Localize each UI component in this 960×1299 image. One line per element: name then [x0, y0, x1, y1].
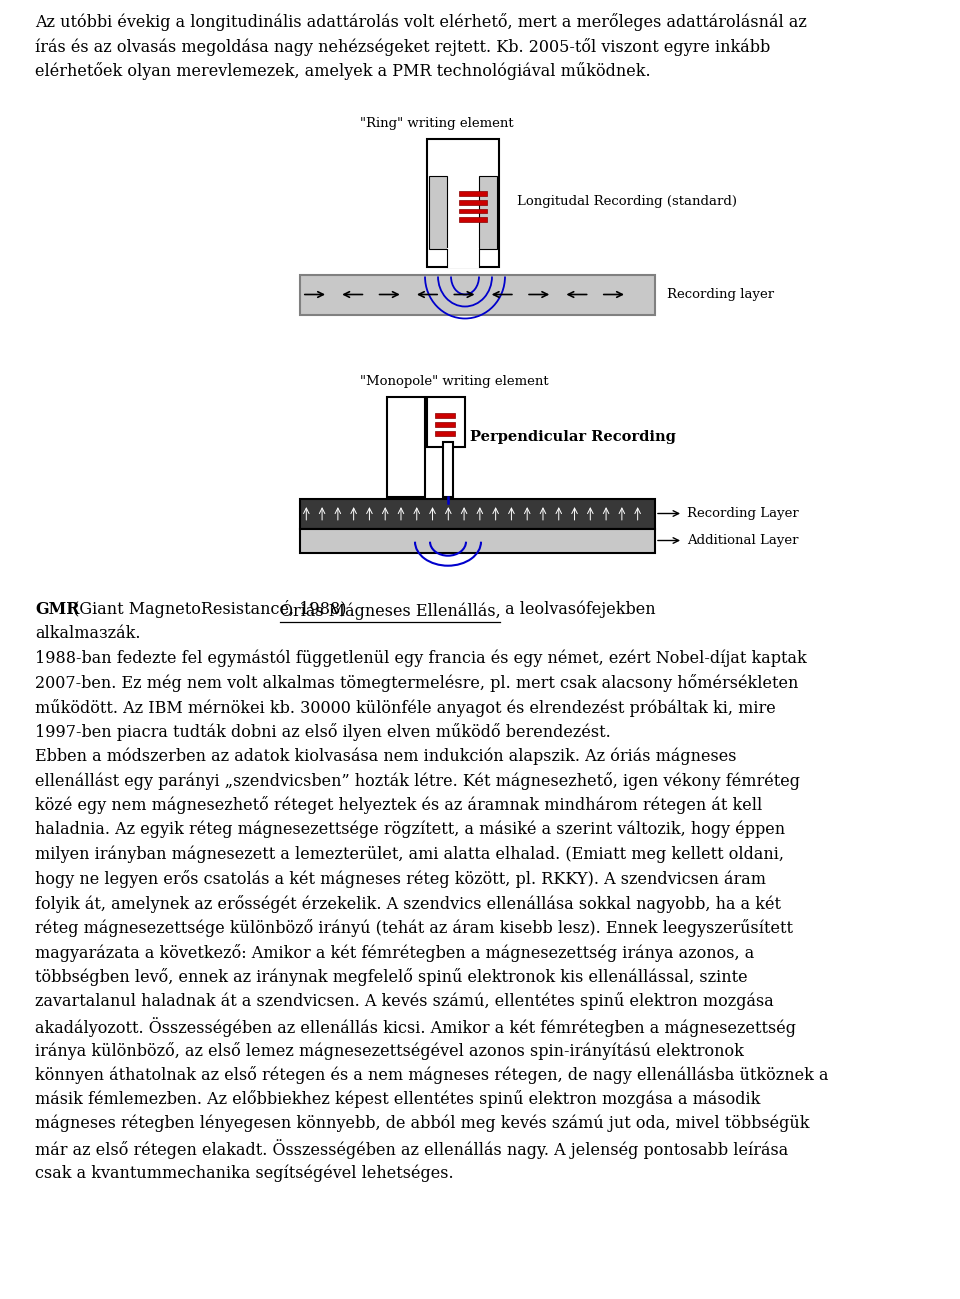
- Text: Additional Layer: Additional Layer: [687, 534, 799, 547]
- Text: Recording layer: Recording layer: [667, 288, 774, 301]
- Bar: [300, 274, 655, 314]
- Text: Longitudal Recording (standard): Longitudal Recording (standard): [517, 195, 737, 208]
- Text: 1997-ben piacra tudták dobni az első ilyen elven működő berendezést.: 1997-ben piacra tudták dobni az első ily…: [35, 724, 611, 740]
- Text: Az utóbbi évekig a longitudinális adattárolás volt elérhető, mert a merőleges ad: Az utóbbi évekig a longitudinális adattá…: [35, 13, 806, 31]
- Bar: [435, 413, 455, 418]
- Text: hogy ne legyen erős csatolás a két mágneses réteg között, pl. RKKY). A szendvics: hogy ne legyen erős csatolás a két mágne…: [35, 870, 766, 889]
- Bar: [427, 139, 499, 266]
- Text: másik fémlemezben. Az előbbiekhez képest ellentétes spinű elektron mozgása a más: másik fémlemezben. Az előbbiekhez képest…: [35, 1090, 760, 1108]
- Text: többségben levő, ennek az iránynak megfelelő spinű elektronok kis ellenállással,: többségben levő, ennek az iránynak megfe…: [35, 968, 748, 986]
- Text: a leolvasófejekben: a leolvasófejekben: [500, 600, 656, 618]
- Bar: [459, 191, 487, 196]
- Text: mágneses rétegben lényegesen könnyebb, de abból meg kevés számú jut oda, mivel t: mágneses rétegben lényegesen könnyebb, d…: [35, 1115, 809, 1133]
- Text: GMR: GMR: [35, 600, 80, 617]
- Text: iránya különböző, az első lemez mágnesezettségével azonos spin-irányítású elektr: iránya különböző, az első lemez mágnesez…: [35, 1042, 744, 1060]
- Text: (Giant MagnetoResistance, 1988): (Giant MagnetoResistance, 1988): [68, 600, 351, 617]
- Text: könnyen áthatolnak az első rétegen és a nem mágneses rétegen, de nagy ellenállás: könnyen áthatolnak az első rétegen és a …: [35, 1066, 828, 1083]
- Text: akadályozott. Összességében az ellenállás kicsi. Amikor a két fémrétegben a mágn: akadályozott. Összességében az ellenállá…: [35, 1017, 796, 1037]
- Text: haladnia. Az egyik réteg mágnesezettsége rögzített, a másiké a szerint változik,: haladnia. Az egyik réteg mágnesezettsége…: [35, 821, 785, 838]
- Bar: [479, 177, 497, 248]
- Bar: [300, 499, 655, 529]
- Bar: [427, 396, 465, 447]
- Bar: [300, 529, 655, 552]
- Text: "Monopole" writing element: "Monopole" writing element: [360, 374, 548, 387]
- Text: írás és az olvasás megoldása nagy nehézségeket rejtett. Kb. 2005-től viszont egy: írás és az olvasás megoldása nagy nehézs…: [35, 38, 770, 56]
- Bar: [443, 442, 453, 496]
- Text: réteg mágnesezettsége különböző irányú (tehát az áram kisebb lesz). Ennek leegys: réteg mágnesezettsége különböző irányú (…: [35, 918, 793, 937]
- Text: működött. Az IBM mérnökei kb. 30000 különféle anyagot és elrendezést próbáltak k: működött. Az IBM mérnökei kb. 30000 külö…: [35, 699, 776, 717]
- Bar: [387, 396, 425, 496]
- Text: magyarázata a következő: Amikor a két fémrétegben a mágnesezettség iránya azonos: magyarázata a következő: Amikor a két fé…: [35, 943, 755, 961]
- Text: milyen irányban mágnesezett a lemezterület, ami alatta elhalad. (Emiatt meg kell: milyen irányban mágnesezett a lemezterül…: [35, 846, 784, 863]
- Text: elérhetőek olyan merevlemezek, amelyek a PMR technológiával működnek.: elérhetőek olyan merevlemezek, amelyek a…: [35, 62, 651, 81]
- Text: 2007-ben. Ez még nem volt alkalmas tömegtermelésre, pl. mert csak alacsony hőmér: 2007-ben. Ez még nem volt alkalmas tömeg…: [35, 674, 799, 692]
- Text: Recording Layer: Recording Layer: [687, 507, 799, 520]
- Text: folyik át, amelynek az erősségét érzekelik. A szendvics ellenállása sokkal nagyo: folyik át, amelynek az erősségét érzekel…: [35, 895, 781, 912]
- Bar: [435, 422, 455, 427]
- Text: Perpendicular Recording: Perpendicular Recording: [470, 430, 676, 443]
- Bar: [459, 209, 487, 213]
- Text: közé egy nem mágnesezhető réteget helyeztek és az áramnak mindhárom rétegen át k: közé egy nem mágnesezhető réteget helyez…: [35, 796, 762, 814]
- Text: zavartalanul haladnak át a szendvicsen. A kevés számú, ellentétes spinű elektron: zavartalanul haladnak át a szendvicsen. …: [35, 992, 774, 1011]
- Text: Ebben a módszerben az adatok kiolvasása nem indukción alapszik. Az óriás mágnese: Ebben a módszerben az adatok kiolvasása …: [35, 747, 736, 765]
- Text: már az első rétegen elakadt. Összességében az ellenállás nagy. A jelenség pontos: már az első rétegen elakadt. Összességéb…: [35, 1139, 788, 1160]
- Text: csak a kvantummechanika segítségével lehetséges.: csak a kvantummechanika segítségével leh…: [35, 1164, 454, 1182]
- Bar: [459, 217, 487, 222]
- Bar: [429, 177, 447, 248]
- Text: Óriás Mágneses Ellenállás,: Óriás Mágneses Ellenállás,: [280, 600, 501, 621]
- Text: 1988-ban fedezte fel egymástól függetlenül egy francia és egy német, ezért Nobel: 1988-ban fedezte fel egymástól független…: [35, 650, 806, 666]
- Text: alkalmазzák.: alkalmазzák.: [35, 625, 140, 642]
- Text: "Ring" writing element: "Ring" writing element: [360, 117, 514, 130]
- Bar: [459, 200, 487, 204]
- Bar: [447, 248, 479, 268]
- Text: ellenállást egy parányi „szendvicsben” hozták létre. Két mágnesezhető, igen véko: ellenállást egy parányi „szendvicsben” h…: [35, 772, 800, 790]
- Bar: [435, 431, 455, 435]
